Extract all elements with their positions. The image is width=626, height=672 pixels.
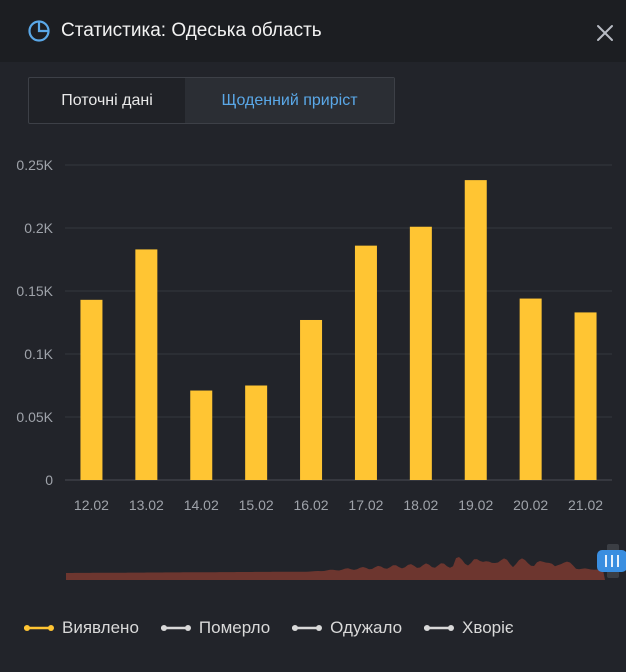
y-tick-label: 0.15K [16, 283, 53, 299]
bars [80, 180, 597, 481]
legend-item-detected[interactable]: Виявлено [22, 618, 139, 638]
daily-bar-chart: 0 0.05K 0.1K 0.15K 0.2K 0.25K 12.02 13.02 14.02… [16, 157, 612, 513]
legend-line-marker-icon [292, 625, 323, 631]
legend-label: Померло [198, 618, 271, 637]
bar-12.02[interactable] [80, 299, 103, 480]
legend-item-died[interactable]: Померло [159, 618, 270, 638]
bar-13.02[interactable] [135, 249, 158, 480]
bar-14.02[interactable] [190, 390, 213, 480]
navigator-area [66, 557, 605, 580]
y-tick-label: 0.25K [16, 157, 53, 173]
bar-16.02[interactable] [300, 319, 323, 480]
x-tick-label: 20.02 [513, 497, 548, 513]
x-tick-label: 18.02 [403, 497, 438, 513]
view-tabs: Поточні дані Щоденний приріст [28, 77, 395, 124]
legend-line-marker-icon [424, 625, 455, 631]
chart-legend: Виявлено Померло Одужало Хворіє [22, 616, 534, 640]
pie-chart-icon [28, 20, 50, 42]
bar-21.02[interactable] [574, 312, 597, 480]
close-icon[interactable] [592, 20, 618, 46]
y-axis-ticks: 0 0.05K 0.1K 0.15K 0.2K 0.25K [16, 157, 53, 488]
range-navigator[interactable] [0, 540, 626, 590]
x-axis-ticks: 12.02 13.02 14.02 15.02 16.02 17.02 18.02 19.02… [74, 497, 603, 513]
bar-18.02[interactable] [409, 226, 432, 480]
x-tick-label: 15.02 [239, 497, 274, 513]
legend-label: Хворіє [462, 618, 514, 637]
legend-line-marker-icon [24, 625, 54, 631]
x-tick-label: 21.02 [568, 497, 603, 513]
bar-15.02[interactable] [245, 385, 268, 481]
tab-current-data-label: Поточні дані [61, 91, 153, 109]
tab-daily-growth[interactable]: Щоденний приріст [185, 78, 394, 123]
y-tick-label: 0.1K [24, 346, 53, 362]
navigator-handle[interactable] [597, 550, 626, 572]
bar-20.02[interactable] [519, 298, 542, 480]
bar-19.02[interactable] [464, 180, 487, 480]
x-tick-label: 19.02 [458, 497, 493, 513]
legend-line-marker-icon [160, 625, 191, 631]
legend-label: Виявлено [62, 618, 139, 637]
x-tick-label: 17.02 [348, 497, 383, 513]
y-tick-label: 0.2K [24, 220, 53, 236]
tab-daily-growth-label: Щоденний приріст [221, 91, 358, 109]
x-tick-label: 13.02 [129, 497, 164, 513]
y-tick-label: 0.05K [16, 409, 53, 425]
x-tick-label: 12.02 [74, 497, 109, 513]
x-tick-label: 14.02 [184, 497, 219, 513]
tab-current-data[interactable]: Поточні дані [29, 78, 185, 123]
x-tick-label: 16.02 [294, 497, 329, 513]
bar-17.02[interactable] [354, 245, 377, 480]
header-bar: Статистика: Одеська область [0, 0, 626, 62]
y-tick-label: 0 [45, 472, 53, 488]
legend-item-sick[interactable]: Хворіє [422, 618, 514, 638]
page-title: Статистика: Одеська область [61, 20, 322, 41]
legend-item-recovered[interactable]: Одужало [290, 618, 402, 638]
legend-label: Одужало [330, 618, 403, 637]
